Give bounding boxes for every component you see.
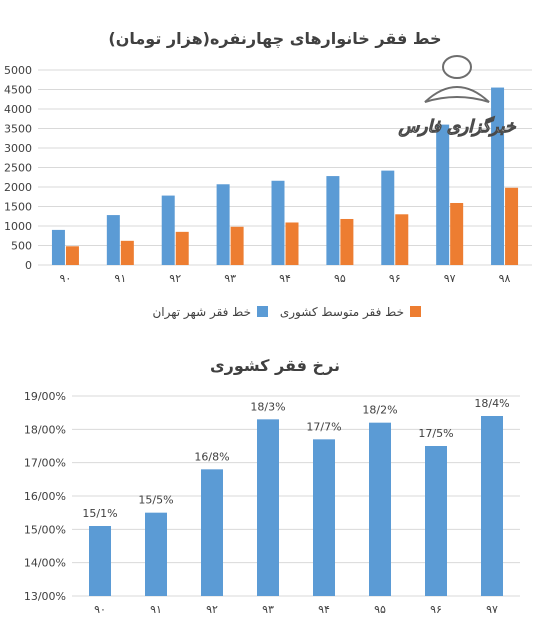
chart1-y-tick-label: 4000	[4, 103, 32, 116]
chart1-y-tick-label: 2000	[4, 181, 32, 194]
chart2-x-tick-label: ۹۵	[374, 603, 386, 616]
chart1-bar-national	[340, 218, 354, 265]
chart1-legend-marker-tehran	[257, 306, 268, 317]
chart2-y-tick-label: 15/00%	[24, 523, 66, 536]
chart1-x-tick-label: ۹۲	[169, 272, 181, 285]
chart2-bar	[89, 526, 111, 596]
chart1-bar-tehran	[491, 87, 505, 265]
chart1-y-tick-label: 3000	[4, 142, 32, 155]
chart1-bar-tehran	[106, 215, 120, 265]
chart2-data-label: 17/7%	[306, 420, 341, 433]
chart1-legend-label-tehran: خط فقر شهر تهران	[152, 305, 251, 320]
chart2-data-label: 15/5%	[138, 494, 173, 507]
chart1-bar-tehran	[326, 176, 340, 265]
chart1-title: خط فقر خانوارهای چهارنفره(هزار تومان)	[108, 29, 441, 49]
logo-emblem-icon	[424, 55, 490, 103]
chart2-x-tick-label: ۹۶	[430, 603, 442, 616]
chart1-y-tick-label: 3500	[4, 123, 32, 136]
chart2-data-label: 18/3%	[250, 400, 285, 413]
chart1-x-tick-label: ۹۴	[279, 272, 291, 285]
chart2-data-label: 15/1%	[82, 507, 117, 520]
chart1-legend-label-national: خط فقر متوسط کشوری	[280, 305, 404, 320]
chart1-y-tick-label: 1500	[4, 201, 32, 214]
chart1-y-tick-label: 500	[11, 240, 32, 253]
chart1-y-tick-label: 1000	[4, 220, 32, 233]
chart1-bar-tehran	[161, 195, 175, 265]
chart2-y-tick-label: 19/00%	[24, 390, 66, 403]
chart1-bar-national	[450, 202, 464, 265]
chart1-bar-national	[395, 214, 409, 265]
chart1-bar-national	[175, 231, 189, 265]
chart1-legend: خط فقر متوسط کشوری خط فقر شهر تهران	[152, 305, 421, 320]
chart1-y-tick-label: 5000	[4, 64, 32, 77]
chart1-y-tick-label: 4500	[4, 84, 32, 97]
chart2-bar	[145, 512, 167, 596]
chart1-bar-tehran	[381, 170, 395, 265]
chart2-bar	[369, 422, 391, 596]
chart2-data-label: 18/4%	[474, 397, 509, 410]
chart2-x-tick-label: ۹۴	[318, 603, 330, 616]
chart2-y-tick-label: 16/00%	[24, 490, 66, 503]
chart1-x-tick-label: ۹۳	[224, 272, 236, 285]
chart1-bar-tehran	[216, 184, 230, 265]
chart2-data-label: 17/5%	[418, 427, 453, 440]
chart1-plot: 0 500 1000 1500 2000 2500 3000 3500 4000 4500 5000…	[4, 64, 532, 285]
chart2-bar	[425, 446, 447, 596]
logo-text: خبرگزاری فارس	[398, 116, 516, 137]
chart2-data-label: 18/2%	[362, 404, 397, 417]
chart2-y-tick-label: 18/00%	[24, 423, 66, 436]
chart1-x-tick-label: ۹۸	[499, 272, 511, 285]
chart1-bar-tehran	[51, 229, 65, 265]
chart2-bar	[201, 469, 223, 596]
chart1-bar-national	[120, 240, 134, 265]
chart1-bar-national	[230, 226, 244, 265]
chart2-x-tick-label: ۹۲	[206, 603, 218, 616]
chart2-y-tick-label: 17/00%	[24, 457, 66, 470]
chart1-bar-national	[285, 222, 299, 265]
chart1-bar-national	[65, 246, 79, 265]
chart2-x-tick-label: ۹۳	[262, 603, 274, 616]
chart1-x-tick-label: ۹۵	[334, 272, 346, 285]
chart1-bar-tehran	[271, 180, 285, 265]
chart2-bar	[481, 416, 503, 596]
chart2-plot: 13/00% 14/00% 15/00% 16/00% 17/00% 18/00% 19/0…	[24, 390, 520, 616]
chart1-x-tick-label: ۹۰	[60, 272, 72, 285]
chart2-y-tick-label: 13/00%	[24, 590, 66, 603]
fars-news-logo: خبرگزاری فارس	[397, 55, 516, 137]
chart2-bar	[313, 439, 335, 596]
chart1-y-tick-label: 0	[25, 259, 32, 272]
chart2-y-tick-label: 14/00%	[24, 557, 66, 570]
chart2-x-tick-label: ۹۰	[94, 603, 106, 616]
chart1-x-tick-label: ۹۷	[444, 272, 456, 285]
chart2-x-tick-label: ۹۷	[486, 603, 498, 616]
chart2-x-tick-label: ۹۱	[150, 603, 162, 616]
chart2-title: نرخ فقر کشوری	[210, 356, 340, 375]
chart1-legend-marker-national	[410, 306, 421, 317]
chart1-bar-national	[505, 187, 519, 265]
chart1-y-tick-label: 2500	[4, 162, 32, 175]
chart2-bar	[257, 419, 279, 596]
chart1-x-tick-label: ۹۱	[114, 272, 126, 285]
chart1-x-tick-label: ۹۶	[389, 272, 401, 285]
chart1-bar-tehran	[436, 124, 450, 265]
chart2-data-label: 16/8%	[194, 450, 229, 463]
